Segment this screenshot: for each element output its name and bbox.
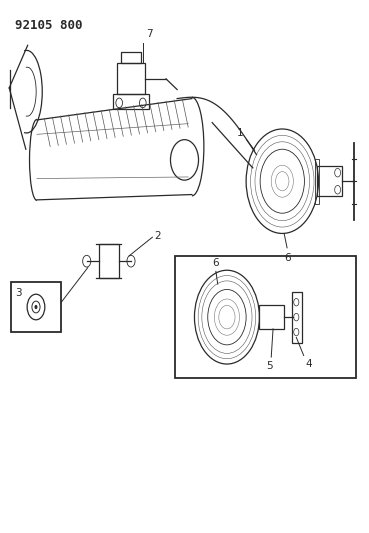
Bar <box>117 63 145 94</box>
Text: 1: 1 <box>237 127 244 138</box>
Bar <box>99 244 119 278</box>
Circle shape <box>34 305 38 309</box>
Bar <box>317 166 342 196</box>
Text: 2: 2 <box>154 231 161 241</box>
Text: 7: 7 <box>146 29 153 39</box>
Bar <box>259 305 284 329</box>
Text: 92105 800: 92105 800 <box>15 19 82 31</box>
Text: 3: 3 <box>15 288 21 298</box>
Bar <box>121 52 141 63</box>
Text: 5: 5 <box>266 361 273 371</box>
Text: 6: 6 <box>213 258 219 268</box>
Text: 4: 4 <box>305 359 312 369</box>
Text: 6: 6 <box>284 253 291 263</box>
Bar <box>292 292 302 343</box>
Bar <box>113 94 149 109</box>
Bar <box>315 159 319 204</box>
